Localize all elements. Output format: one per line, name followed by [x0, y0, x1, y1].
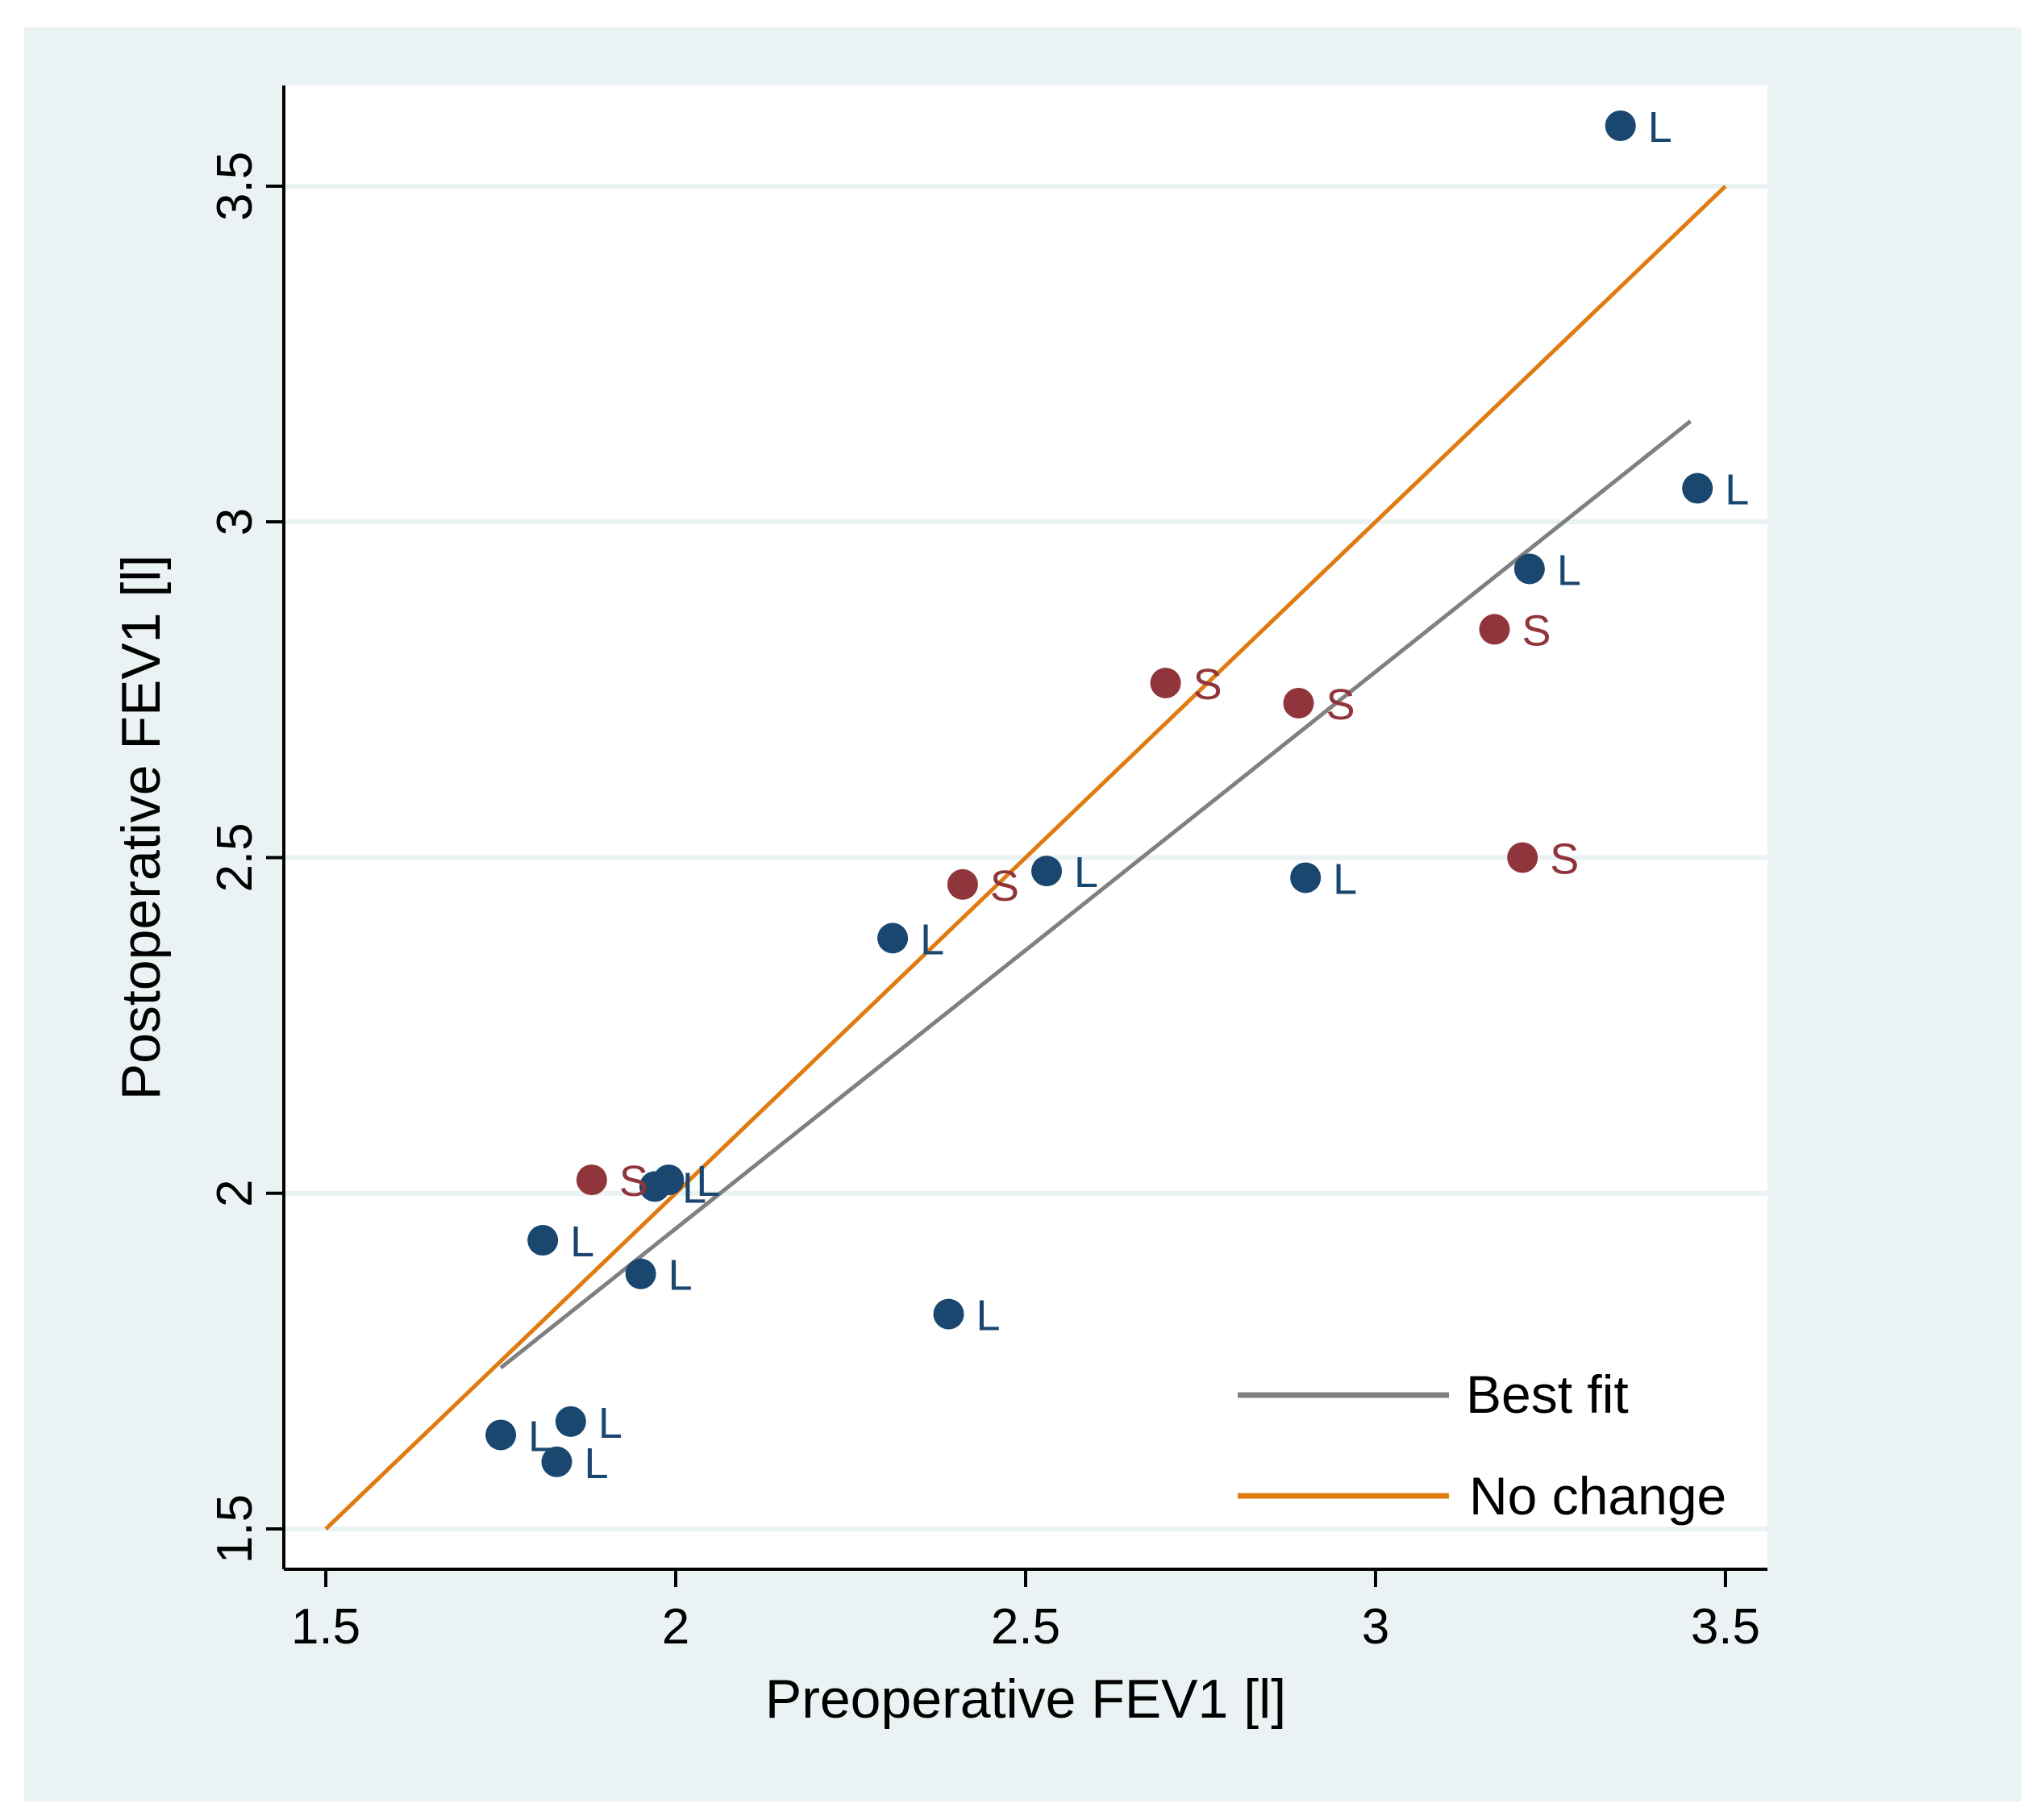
x-tick-label-2-5: 2.5 [991, 1599, 1060, 1655]
legend-label-best-fit: Best fit [1466, 1364, 1629, 1424]
point-label-s-4: S [990, 862, 1019, 910]
point-s-5 [576, 1164, 607, 1196]
point-label-l-7: L [696, 1157, 720, 1206]
y-axis-label: Postoperative FEV1 [l] [110, 555, 172, 1101]
point-l-4 [1290, 862, 1322, 893]
x-tick-label-1-5: 1.5 [291, 1599, 360, 1655]
ticks: 1.5 2 2.5 3 3.5 1.5 2 2.5 3 3.5 [207, 152, 1760, 1655]
point-label-l-2: L [1557, 546, 1581, 594]
point-l-13 [541, 1446, 572, 1477]
point-label-l-3: L [1074, 848, 1098, 897]
point-label-l-9: L [668, 1252, 693, 1300]
point-label-s-3: S [1550, 835, 1579, 883]
point-l-10 [933, 1298, 964, 1330]
point-l-2 [1513, 553, 1545, 585]
line-best-fit [499, 419, 1692, 1370]
y-tick-label-3: 3 [207, 508, 263, 535]
legend: Best fit No change [1238, 1364, 1726, 1526]
x-tick-label-2: 2 [662, 1599, 689, 1655]
point-label-l-8: L [570, 1218, 594, 1266]
plot-area [284, 85, 1767, 1569]
point-l-0 [1605, 110, 1636, 141]
point-label-s-0: S [1522, 606, 1551, 655]
point-label-l-12: L [598, 1399, 622, 1447]
point-l-8 [527, 1225, 559, 1256]
point-s-4 [947, 868, 978, 900]
point-label-l-10: L [976, 1292, 1001, 1340]
point-label-s-1: S [1193, 660, 1222, 709]
x-tick-label-3-5: 3.5 [1691, 1599, 1760, 1655]
point-label-l-1: L [1725, 466, 1749, 514]
legend-label-no-change: No change [1469, 1466, 1726, 1526]
y-tick-label-3-5: 3.5 [207, 152, 263, 221]
point-s-0 [1479, 614, 1510, 645]
x-axis-label: Preoperative FEV1 [l] [765, 1668, 1286, 1730]
point-s-1 [1150, 667, 1181, 698]
y-tick-label-1-5: 1.5 [207, 1494, 263, 1564]
point-l-1 [1682, 473, 1713, 504]
point-l-9 [625, 1258, 656, 1289]
point-label-l-4: L [1333, 855, 1357, 903]
point-label-l-13: L [584, 1439, 608, 1488]
y-tick-label-2: 2 [207, 1180, 263, 1207]
point-label-s-5: S [619, 1157, 648, 1206]
fit-lines [324, 185, 1727, 1531]
point-s-3 [1507, 842, 1538, 873]
x-tick-label-3: 3 [1362, 1599, 1389, 1655]
point-label-l-0: L [1648, 103, 1672, 152]
point-l-3 [1031, 856, 1063, 887]
point-label-l-6: L [682, 1164, 706, 1212]
point-l-5 [877, 923, 909, 954]
point-label-s-2: S [1326, 681, 1355, 729]
point-label-l-5: L [920, 915, 944, 964]
point-l-12 [555, 1406, 586, 1437]
line-no-change [324, 185, 1727, 1531]
point-l-11 [485, 1419, 517, 1451]
point-l-7 [653, 1164, 685, 1196]
y-tick-label-2-5: 2.5 [207, 823, 263, 892]
point-s-2 [1283, 687, 1314, 718]
